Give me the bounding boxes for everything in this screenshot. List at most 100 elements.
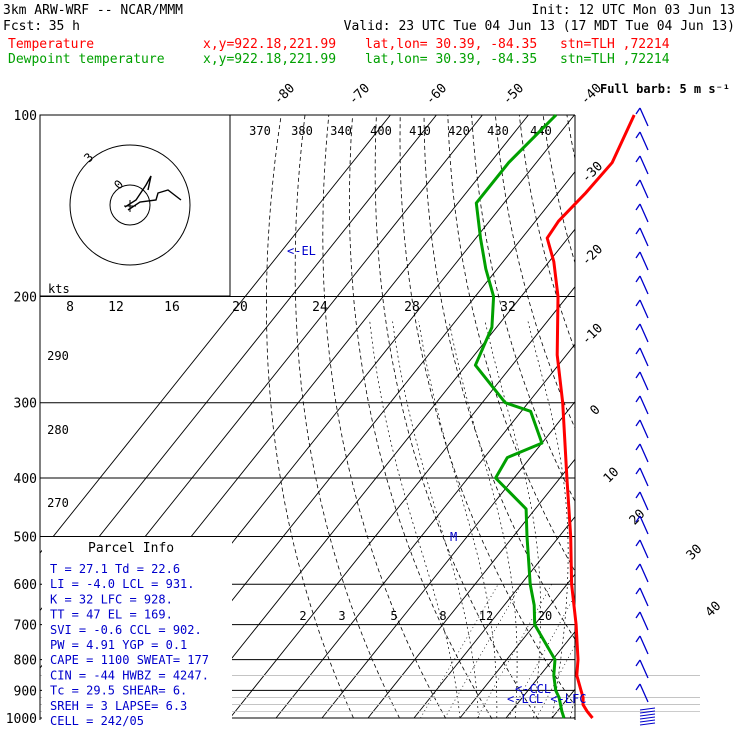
wind-barb-flag [635, 491, 641, 499]
wind-barb-shaft [639, 203, 649, 223]
wind-barb-low [639, 713, 656, 717]
dry-adiabat-line [447, 115, 575, 573]
pressure-label: 400 [14, 472, 37, 487]
pressure-label: 100 [14, 109, 37, 124]
isotherm-line [505, 631, 575, 719]
wind-barb-flag [635, 371, 641, 379]
background-clip-group [40, 115, 740, 731]
wind-barb-flag [635, 323, 641, 331]
wind-barb-shaft [639, 131, 649, 151]
parcel-info-cell: CELL = 242/05 [50, 714, 144, 728]
header-fcst-value: 35 h [49, 19, 80, 34]
wind-barbs: Full barb: 5 m s⁻¹ [600, 82, 730, 726]
parcel-info-row: TT = 47 EL = 169. [50, 608, 173, 622]
parcel-info-row: T = 27.1 Td = 22.6 [50, 562, 180, 576]
theta-label: 270 [47, 496, 69, 510]
wind-barb-flag [635, 299, 641, 307]
theta-label: 370 [249, 124, 271, 138]
theta-label: 280 [47, 423, 69, 437]
isotherm-line [598, 115, 740, 718]
wind-barb-shaft [639, 587, 649, 607]
dry-adiabat-line [471, 115, 575, 503]
pressure-label: 200 [14, 291, 37, 306]
sounding-annotation: <-EL [287, 244, 316, 258]
wind-barb-shaft [639, 107, 649, 127]
temperature-label: -20 [579, 242, 606, 269]
dry-adiabat-line [322, 115, 448, 720]
isotherm-line [736, 115, 740, 718]
mixing-ratio-label: 20 [538, 609, 552, 623]
mixing-ratio-line [476, 584, 553, 719]
wind-barb-flag [635, 275, 641, 283]
temperature-label: 30 [684, 542, 706, 564]
wind-barb-low [639, 710, 656, 714]
dry-adiabat-line [686, 115, 740, 731]
hodograph-speed-label: 32 [500, 300, 516, 315]
pressure-label: 700 [14, 619, 37, 634]
parcel-info-row: Tc = 29.5 SHEAR= 6. [50, 684, 187, 698]
theta-label: 430 [487, 124, 509, 138]
temp-xy: x,y=922.18,221.99 [203, 37, 336, 52]
wind-barb-flag [635, 227, 641, 235]
wind-barb-shaft [639, 539, 649, 559]
moist-adiabat-line [484, 321, 541, 719]
isotherm-line [275, 343, 575, 719]
theta-label: 420 [448, 124, 470, 138]
wind-barb-shaft [639, 323, 649, 343]
wind-barb-flag [635, 659, 641, 667]
isotherm-line [551, 688, 575, 719]
hodograph-units-label: kts [48, 282, 70, 296]
wind-barb-shaft [639, 155, 649, 175]
wind-barb-flag [635, 131, 641, 139]
parcel-info-box: Parcel Info T = 27.1 Td = 22.6LI = -4.0 L… [42, 537, 232, 728]
wind-barb-shaft [639, 227, 649, 247]
wind-barb-shaft [639, 659, 649, 679]
wind-barb-flag [635, 347, 641, 355]
wind-barb-shaft [639, 275, 649, 295]
wind-barb-shaft [639, 299, 649, 319]
hodograph-speed-label: 28 [404, 300, 420, 315]
wind-barb-shaft [639, 683, 649, 703]
temperature-label: 0 [587, 402, 603, 418]
temp-stn: stn=TLH ,72214 [560, 37, 670, 52]
sounding-annotation: <-CCL [515, 682, 551, 696]
hodograph-speed-label: 12 [108, 300, 124, 315]
wind-barb-flag [635, 203, 641, 211]
isotherm-line [40, 115, 391, 554]
hodograph-speed-label: 24 [312, 300, 328, 315]
temp-latlon: lat,lon= 30.39, -84.35 [365, 37, 537, 52]
pressure-label: 300 [14, 397, 37, 412]
temperature-label: -10 [579, 321, 606, 348]
temperature-label: 40 [703, 599, 725, 621]
wind-barb-shaft [639, 371, 649, 391]
moist-adiabat-line [607, 322, 687, 719]
header-init: Init: 12 UTC Mon 03 Jun 13 [532, 3, 736, 18]
wind-barb-flag [635, 515, 641, 523]
dry-adiabat-line [615, 115, 740, 731]
isotherm-line [690, 115, 740, 718]
wind-barb-flag [635, 635, 641, 643]
pressure-label: 500 [14, 530, 37, 545]
sounding-annotation: <-LCL <-LFC [507, 692, 586, 706]
dry-adiabat-line [348, 115, 494, 720]
dry-adiabat-line [423, 115, 575, 640]
mixing-ratio-label: 8 [439, 609, 446, 623]
temperature-label: -50 [500, 81, 527, 108]
wind-barb-low [639, 722, 656, 726]
pressure-label: 600 [14, 578, 37, 593]
wind-barb-shaft [639, 395, 649, 415]
wind-barb-flag [635, 683, 641, 691]
mixing-ratio-line [508, 594, 575, 719]
isotherm-line [644, 115, 740, 718]
temperature-label: 20 [627, 507, 649, 529]
isotherm-line [367, 458, 575, 719]
theta-label: 410 [409, 124, 431, 138]
theta-label: 380 [291, 124, 313, 138]
temperature-label: -60 [423, 81, 450, 108]
wind-barb-flag [635, 251, 641, 259]
wind-barb-low [639, 719, 656, 723]
theta-label: 290 [47, 349, 69, 363]
sounding-annotation: M [450, 530, 457, 544]
dry-adiabat-line [294, 115, 401, 720]
